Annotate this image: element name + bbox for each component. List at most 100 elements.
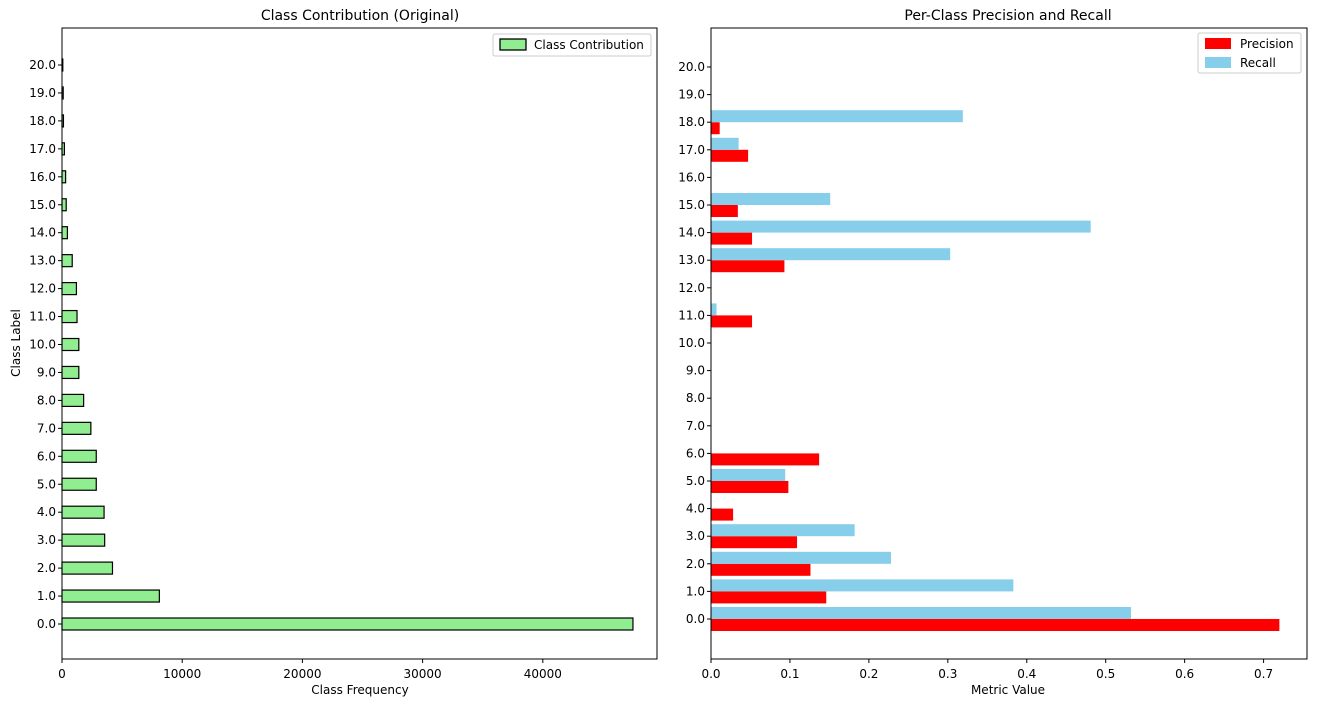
y-tick-label: 13.0 [678, 253, 705, 267]
y-tick-label: 20.0 [678, 60, 705, 74]
y-tick-label: 7.0 [37, 421, 56, 435]
bar-class-0.0 [61, 617, 634, 631]
precision-bar-class-6.0 [711, 453, 820, 466]
x-tick-label: 0.7 [1254, 667, 1273, 681]
precision-bar-class-5.0 [711, 481, 789, 493]
y-tick-label: 19.0 [29, 86, 56, 100]
y-tick-label: 5.0 [686, 474, 705, 488]
x-ticks: 0.0 0.1 0.2 0.3 0.4 0.5 0.6 0.7 [701, 659, 1273, 681]
y-tick-label: 12.0 [678, 281, 705, 295]
recall-bar-class-2.0 [711, 551, 891, 564]
x-tick-label: 0 [58, 667, 66, 681]
recall-bar-class-13.0 [711, 248, 951, 261]
bar-class-16.0 [61, 170, 67, 184]
precision-bar-class-3.0 [711, 536, 798, 549]
y-tick-label: 10.0 [678, 336, 705, 350]
x-axis-label: Class Frequency [311, 683, 408, 697]
legend: Class Contribution [492, 33, 652, 57]
y-tick-label: 17.0 [29, 142, 56, 156]
legend-box [492, 33, 652, 57]
y-tick-label: 6.0 [37, 449, 56, 463]
plot-frame [61, 27, 658, 660]
x-tick-label: 0.0 [701, 667, 720, 681]
x-tick-label: 20000 [283, 667, 321, 681]
recall-bar-class-11.0 [711, 303, 717, 316]
bar-class-14.0 [61, 226, 69, 240]
class-contribution-chart: Class Contribution (Original) 0.0 1.0 2.0 3… [9, 8, 658, 697]
bar-class-13.0 [61, 254, 73, 268]
y-tick-label: 17.0 [678, 143, 705, 157]
y-tick-label: 16.0 [678, 170, 705, 184]
precision-bar-class-11.0 [711, 315, 753, 328]
y-tick-label: 7.0 [686, 419, 705, 433]
y-tick-label: 4.0 [37, 505, 56, 519]
bar-class-5.0 [61, 477, 97, 491]
x-tick-label: 0.3 [938, 667, 957, 681]
legend-label-precision: Precision [1240, 37, 1294, 51]
y-tick-label: 0.0 [686, 612, 705, 626]
bars [711, 110, 1280, 631]
y-tick-label: 3.0 [686, 529, 705, 543]
y-tick-label: 11.0 [678, 308, 705, 322]
y-tick-label: 4.0 [686, 502, 705, 516]
x-tick-label: 30000 [404, 667, 442, 681]
bar-class-9.0 [61, 365, 80, 380]
y-axis-label: Class Label [9, 309, 23, 377]
y-tick-label: 9.0 [37, 365, 56, 379]
x-tick-label: 0.5 [1096, 667, 1115, 681]
recall-bar-class-3.0 [711, 524, 855, 537]
y-tick-label: 1.0 [37, 589, 56, 603]
y-tick-label: 10.0 [29, 338, 56, 352]
plot-frame [710, 27, 1308, 660]
y-tick-label: 11.0 [29, 310, 56, 324]
precision-bar-class-2.0 [711, 563, 811, 576]
bar-class-6.0 [61, 449, 97, 463]
bar-class-3.0 [61, 533, 106, 547]
y-tick-label: 1.0 [686, 584, 705, 598]
x-tick-label: 40000 [524, 667, 562, 681]
bar-class-1.0 [61, 589, 160, 603]
y-tick-label: 6.0 [686, 446, 705, 460]
y-tick-label: 3.0 [37, 533, 56, 547]
bar-class-8.0 [61, 393, 85, 407]
legend-swatch-recall [1205, 57, 1231, 68]
precision-bar-class-14.0 [711, 232, 753, 245]
bar-class-4.0 [61, 505, 105, 519]
recall-bar-class-5.0 [711, 469, 786, 481]
y-tick-label: 8.0 [686, 391, 705, 405]
x-axis-label: Metric Value [971, 683, 1045, 697]
bar-class-12.0 [61, 282, 78, 296]
recall-bar-class-18.0 [711, 110, 963, 123]
y-tick-label: 12.0 [29, 282, 56, 296]
bar-class-2.0 [61, 561, 114, 575]
y-tick-label: 2.0 [37, 561, 56, 575]
legend-swatch-precision [1205, 38, 1231, 49]
recall-bar-class-14.0 [711, 220, 1091, 233]
y-tick-label: 15.0 [678, 198, 705, 212]
y-tick-label: 15.0 [29, 198, 56, 212]
y-tick-label: 8.0 [37, 393, 56, 407]
precision-bar-class-13.0 [711, 260, 785, 273]
x-tick-label: 0.6 [1175, 667, 1194, 681]
legend-swatch-class-contribution [499, 38, 527, 51]
precision-bar-class-15.0 [711, 205, 738, 217]
precision-bar-class-0.0 [711, 619, 1280, 631]
x-tick-label: 0.2 [859, 667, 878, 681]
bars [61, 58, 634, 631]
y-tick-label: 13.0 [29, 254, 56, 268]
recall-bar-class-1.0 [711, 579, 1014, 592]
y-tick-label: 18.0 [678, 115, 705, 129]
y-tick-label: 2.0 [686, 557, 705, 571]
y-ticks: 0.0 1.0 2.0 3.0 4.0 5.0 6.0 7.0 8.0 9.0 10.0 11.0 12… [678, 60, 711, 626]
chart-title: Per-Class Precision and Recall [904, 8, 1111, 24]
y-tick-label: 19.0 [678, 88, 705, 102]
x-tick-label: 0.4 [1017, 667, 1036, 681]
legend-label-class-contribution: Class Contribution [534, 38, 644, 52]
y-tick-label: 5.0 [37, 477, 56, 491]
y-tick-label: 20.0 [29, 58, 56, 72]
precision-bar-class-17.0 [711, 149, 749, 162]
recall-bar-class-15.0 [711, 193, 831, 205]
precision-bar-class-1.0 [711, 591, 827, 604]
recall-bar-class-0.0 [711, 607, 1131, 619]
